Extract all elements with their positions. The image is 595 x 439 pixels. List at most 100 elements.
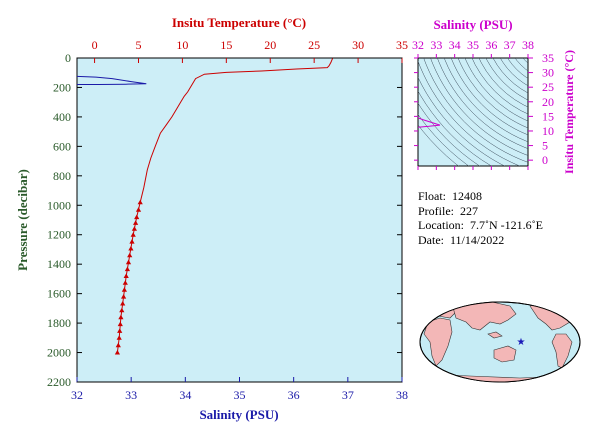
salinity-tick-label: 33 bbox=[125, 388, 137, 402]
temperature-tick-label: 25 bbox=[308, 38, 320, 52]
temperature-marker bbox=[125, 259, 132, 265]
salinity-tick-label: 36 bbox=[288, 388, 300, 402]
ts-series bbox=[418, 117, 441, 128]
temperature-profile-line bbox=[116, 58, 334, 353]
greenland-land bbox=[571, 302, 580, 309]
main-axis-ticks bbox=[76, 57, 403, 383]
temperature-tick-label: 0 bbox=[92, 38, 98, 52]
float-info-label: Location: bbox=[418, 218, 464, 232]
pressure-tick-label: 1200 bbox=[47, 228, 71, 242]
ts-axis-ticks bbox=[414, 54, 533, 170]
ts-temperature-tick-label: 20 bbox=[542, 95, 554, 109]
temperature-marker bbox=[128, 245, 134, 251]
temperature-marker bbox=[119, 307, 125, 313]
float-info-value: 11/14/2022 bbox=[450, 232, 505, 247]
ts-salinity-title: Salinity (PSU) bbox=[433, 17, 512, 32]
temperature-marker bbox=[117, 328, 123, 333]
main-series bbox=[76, 58, 334, 355]
float-info-row: Date: 11/14/2022 bbox=[418, 233, 543, 248]
temperature-tick-label: 35 bbox=[396, 38, 408, 52]
pressure-axis-title: Pressure (decibar) bbox=[15, 169, 30, 271]
temperature-marker bbox=[115, 342, 121, 348]
float-info-panel: Float: 12408 Profile: 227 Location: 7.7˚N -12… bbox=[418, 189, 543, 247]
temperature-tick-label: 5 bbox=[135, 38, 141, 52]
temperature-marker bbox=[118, 314, 124, 320]
ts-salinity-tick-label: 36 bbox=[485, 38, 497, 52]
ts-temperature-tick-label: 30 bbox=[542, 66, 554, 80]
temperature-marker bbox=[123, 273, 129, 278]
float-info-row: Location: 7.7˚N -121.6˚E bbox=[418, 218, 543, 233]
temperature-tick-label: 10 bbox=[176, 38, 188, 52]
temperature-marker bbox=[131, 226, 137, 231]
ts-salinity-tick-label: 32 bbox=[412, 38, 424, 52]
asia-land bbox=[451, 302, 517, 331]
pressure-tick-label: 1800 bbox=[47, 316, 71, 330]
salinity-tick-label: 37 bbox=[342, 388, 354, 402]
float-info-label: Float: bbox=[418, 189, 447, 203]
temperature-marker bbox=[124, 266, 130, 272]
ts-salinity-tick-label: 34 bbox=[449, 38, 461, 52]
temperature-marker bbox=[129, 239, 135, 244]
float-info-row: Float: 12408 bbox=[418, 189, 543, 204]
ts-temperature-tick-label: 10 bbox=[542, 124, 554, 138]
australia-land bbox=[493, 345, 517, 363]
salinity-tick-label: 32 bbox=[71, 388, 83, 402]
salinity-tick-label: 38 bbox=[396, 388, 408, 402]
ts-temperature-tick-label: 25 bbox=[542, 80, 554, 94]
ts-temperature-axis-title: Insitu Temperature (°C) bbox=[562, 50, 576, 174]
temperature-marker bbox=[122, 280, 128, 285]
ts-salinity-tick-label: 37 bbox=[504, 38, 516, 52]
temperature-marker bbox=[117, 321, 123, 327]
salinity-tick-label: 34 bbox=[179, 388, 191, 402]
temperature-marker bbox=[130, 232, 136, 237]
float-info-label: Date: bbox=[418, 232, 444, 247]
salinity-axis-title: Salinity (PSU) bbox=[199, 407, 278, 422]
temperature-marker bbox=[127, 252, 133, 258]
pressure-tick-label: 1000 bbox=[47, 198, 71, 212]
indonesia-land bbox=[487, 331, 503, 339]
ts-salinity-tick-label: 38 bbox=[522, 38, 534, 52]
pressure-tick-label: 800 bbox=[53, 169, 71, 183]
float-location-marker: ★ bbox=[517, 337, 526, 348]
pressure-tick-label: 2000 bbox=[47, 346, 71, 360]
ts-temperature-tick-label: 35 bbox=[542, 51, 554, 65]
ts-salinity-tick-label: 33 bbox=[430, 38, 442, 52]
ts-salinity-tick-label: 35 bbox=[467, 38, 479, 52]
pressure-tick-label: 200 bbox=[53, 80, 71, 94]
float-info-value: 12408 bbox=[452, 189, 483, 203]
temperature-tick-label: 20 bbox=[264, 38, 276, 52]
ts-temperature-tick-label: 0 bbox=[542, 153, 548, 167]
temperature-marker bbox=[120, 300, 126, 306]
africa-land bbox=[423, 317, 453, 367]
temperature-marker bbox=[134, 214, 140, 220]
pressure-tick-label: 1600 bbox=[47, 287, 71, 301]
pressure-tick-label: 600 bbox=[53, 139, 71, 153]
main-plot: 0 5 10 15 20 25 30 35 32 33 34 35 36 37 38 0 200 400 600 80… bbox=[15, 15, 408, 422]
temperature-marker bbox=[135, 207, 142, 212]
temperature-marker bbox=[114, 349, 120, 355]
temperature-tick-label: 15 bbox=[220, 38, 232, 52]
float-info-label: Profile: bbox=[418, 203, 454, 218]
temperature-tick-label: 30 bbox=[352, 38, 364, 52]
float-info-row: Profile: 227 bbox=[418, 204, 543, 219]
pressure-tick-label: 400 bbox=[53, 110, 71, 124]
temperature-marker bbox=[121, 287, 127, 292]
main-plot-area bbox=[76, 57, 403, 383]
temperature-marker bbox=[121, 294, 127, 299]
ts-profile-line bbox=[418, 117, 441, 128]
salinity-tick-label: 35 bbox=[234, 388, 246, 402]
salinity-profile-line bbox=[76, 75, 147, 85]
temperature-marker bbox=[133, 220, 139, 225]
temperature-marker bbox=[137, 199, 143, 205]
float-info-value: 227 bbox=[460, 203, 478, 218]
pressure-tick-label: 2200 bbox=[47, 375, 71, 389]
pressure-tick-label: 1400 bbox=[47, 257, 71, 271]
ts-plot-area bbox=[417, 57, 529, 167]
main-tick-labels: 0 5 10 15 20 25 30 35 32 33 34 35 36 37 38 0 200 400 600 80… bbox=[47, 38, 408, 402]
temperature-axis-title: Insitu Temperature (°C) bbox=[172, 15, 306, 30]
world-map: ★ bbox=[419, 301, 581, 383]
float-info-value: 7.7˚N -121.6˚E bbox=[469, 218, 543, 232]
